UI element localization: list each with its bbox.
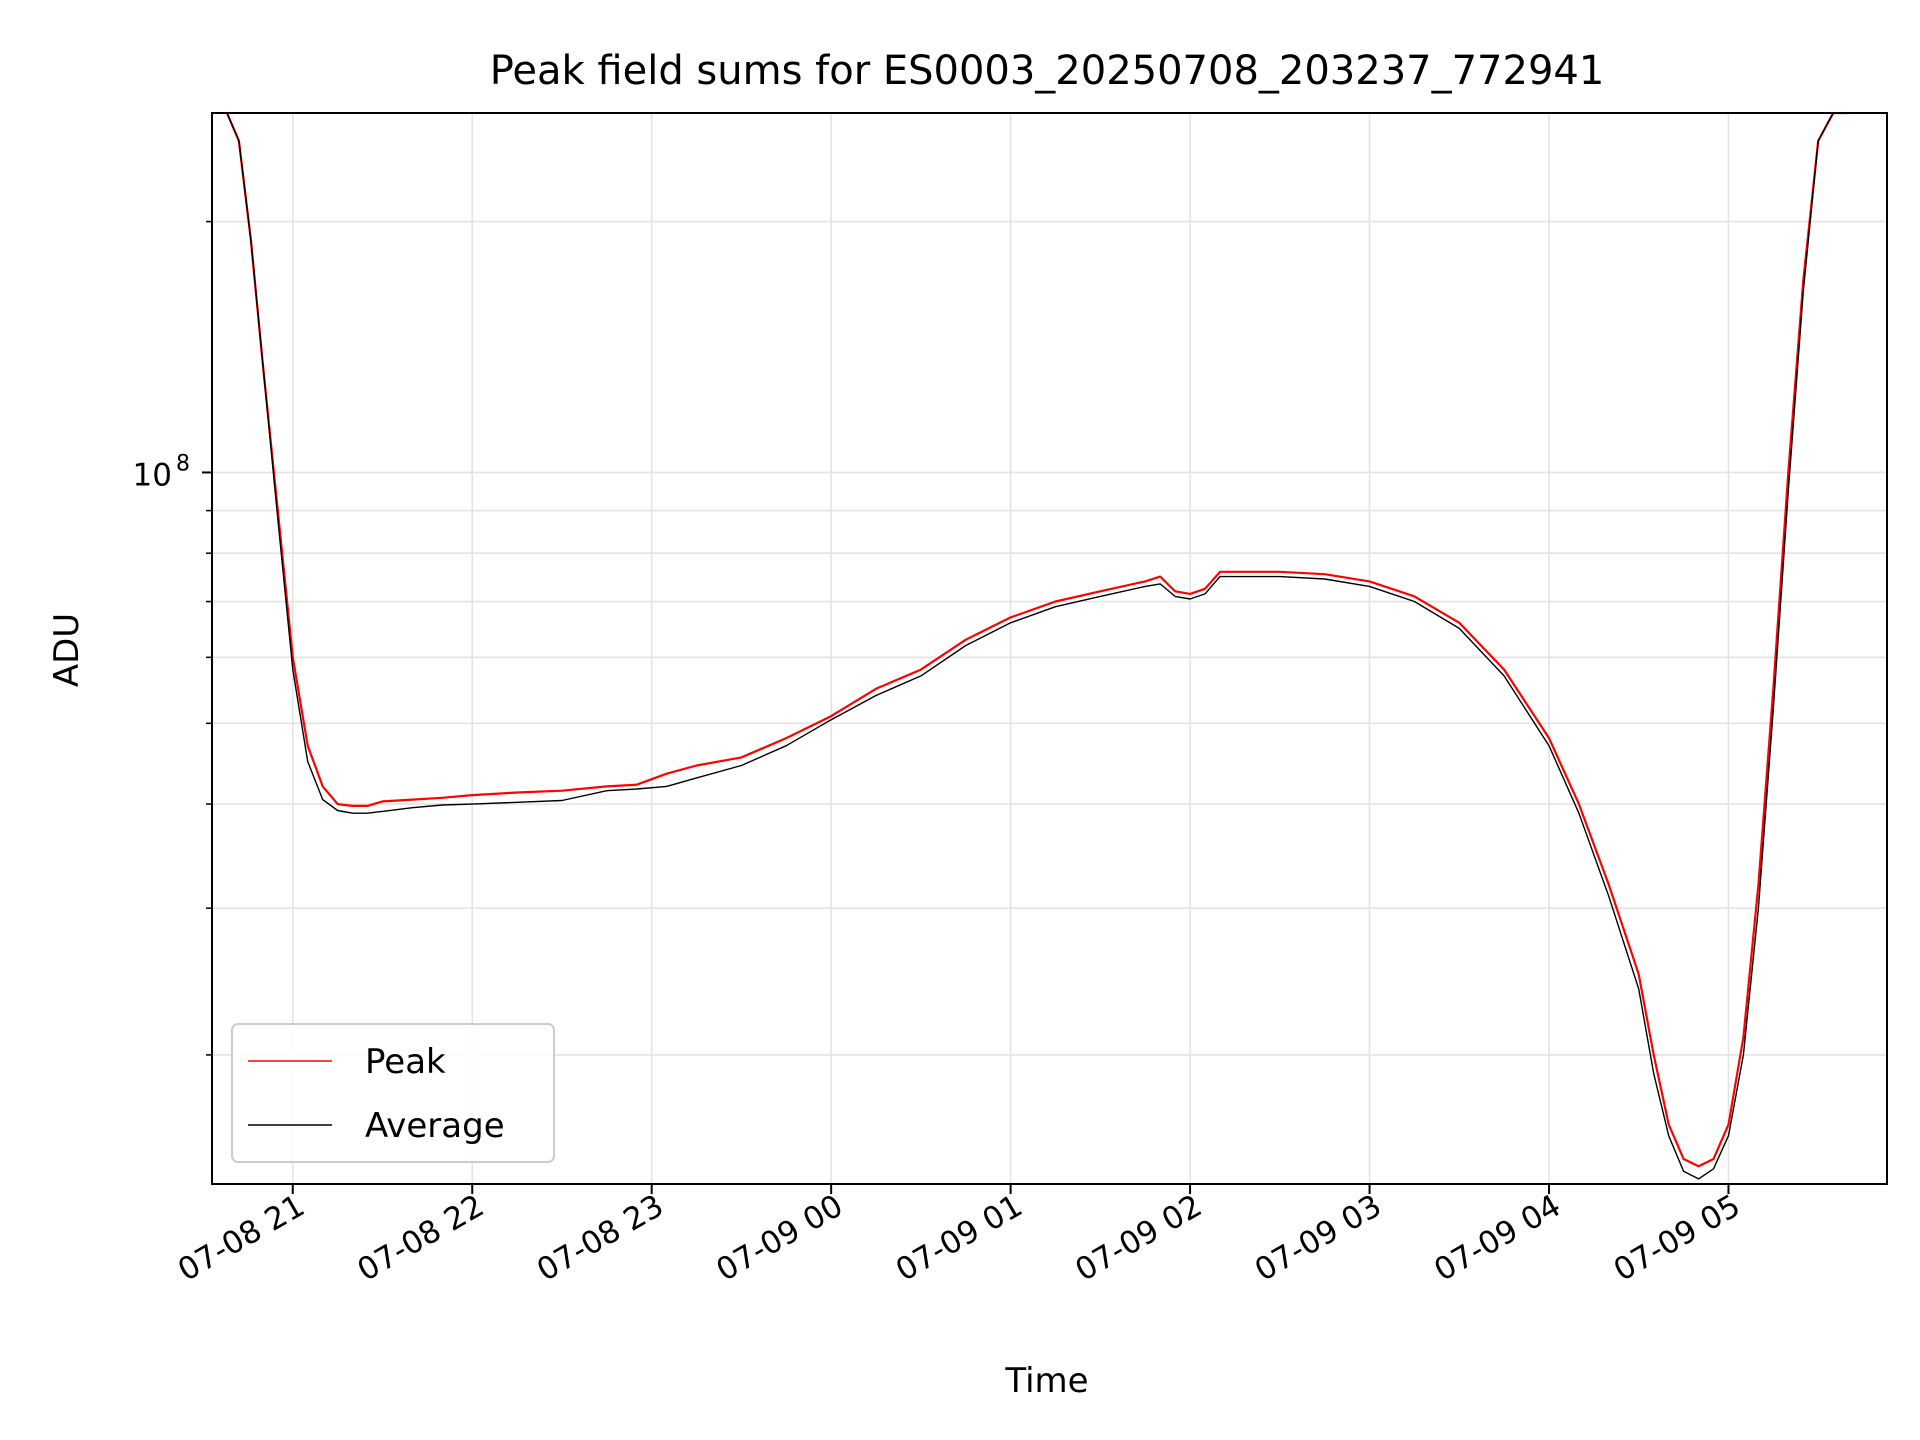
x-tick-label: 07-09 01 [890, 1188, 1029, 1289]
legend: Peak Average [231, 1023, 555, 1163]
x-axis-label: Time [1004, 1361, 1088, 1401]
x-tick-label: 07-09 04 [1428, 1188, 1567, 1289]
y-tick-exponent: 8 [176, 451, 190, 476]
plot-frame [211, 112, 1888, 1185]
x-tick-label: 07-08 22 [352, 1188, 491, 1289]
x-tick-label: 07-09 00 [710, 1188, 849, 1289]
y-axis-label: ADU [47, 613, 87, 687]
y-tick-label: 10 [133, 457, 172, 493]
legend-box [231, 1023, 555, 1163]
series-line-peak [225, 113, 1849, 1168]
x-tick-label: 07-08 21 [172, 1188, 311, 1289]
plot-background [212, 113, 1887, 1184]
series-layer [225, 113, 1849, 1180]
x-tick-label: 07-09 03 [1249, 1188, 1388, 1289]
series-line-average [226, 113, 1849, 1180]
x-tick-label: 07-08 23 [531, 1188, 670, 1289]
x-axis: 07-08 21 07-08 22 07-08 23 07-09 00 07-09 01… [172, 1184, 1746, 1289]
grid [212, 113, 1887, 1184]
x-tick-label: 07-09 02 [1069, 1188, 1208, 1289]
legend-label-average: Average [365, 1106, 505, 1146]
chart-title: Peak field sums for ES0003_20250708_2032… [490, 48, 1605, 94]
y-axis: 10 8 [133, 220, 212, 1056]
y-tick-base: 10 [133, 457, 172, 493]
x-tick-label: 07-09 05 [1608, 1188, 1747, 1289]
legend-label-peak: Peak [365, 1042, 446, 1082]
